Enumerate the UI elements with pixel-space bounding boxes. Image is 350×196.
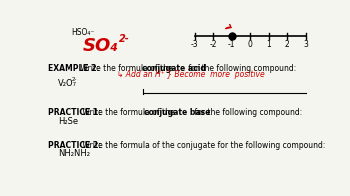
Text: 2: 2: [285, 40, 289, 49]
Text: HSO₄⁻: HSO₄⁻: [71, 28, 94, 37]
Text: EXAMPLE 2:: EXAMPLE 2:: [48, 64, 99, 73]
Text: for the following compound:: for the following compound:: [186, 64, 296, 73]
Text: 2-: 2-: [119, 34, 130, 44]
Text: -1: -1: [228, 40, 236, 49]
Text: conjugate base: conjugate base: [145, 108, 211, 117]
Text: 1: 1: [266, 40, 271, 49]
Text: Write the formula of the: Write the formula of the: [80, 108, 177, 117]
Text: V₂O₇: V₂O₇: [58, 79, 77, 88]
Text: 2-: 2-: [72, 77, 77, 82]
Text: 3: 3: [303, 40, 308, 49]
Text: SO₄: SO₄: [83, 37, 119, 55]
Text: -3: -3: [191, 40, 199, 49]
Text: -2: -2: [210, 40, 217, 49]
FancyArrowPatch shape: [226, 23, 231, 29]
Text: Write the formula of the conjugate for the following compound:: Write the formula of the conjugate for t…: [80, 141, 326, 150]
Text: conjugate acid: conjugate acid: [142, 64, 206, 73]
Text: PRACTICE 1:: PRACTICE 1:: [48, 108, 101, 117]
Text: for the following compound:: for the following compound:: [192, 108, 302, 117]
Text: ↳ Add an H⁺ } Become  more  positive: ↳ Add an H⁺ } Become more positive: [117, 71, 265, 80]
Text: Write the formula of the: Write the formula of the: [78, 64, 175, 73]
Text: H₂Se: H₂Se: [58, 117, 78, 126]
Text: NH₂NH₂: NH₂NH₂: [58, 149, 90, 158]
Text: 0: 0: [248, 40, 253, 49]
Text: PRACTICE 2:: PRACTICE 2:: [48, 141, 101, 150]
